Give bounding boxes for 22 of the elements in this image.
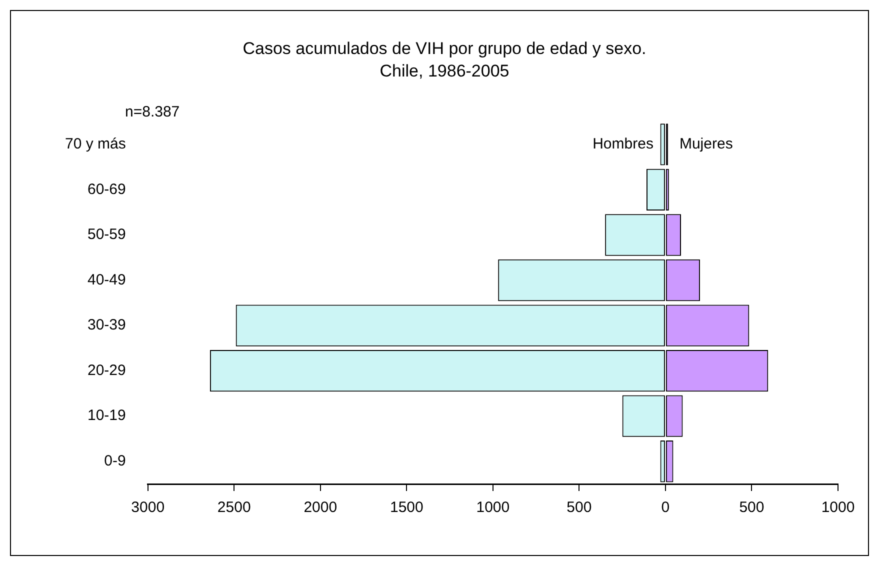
x-tick-label: 1000 <box>476 499 510 516</box>
x-tick-label: 1000 <box>821 499 855 516</box>
y-tick-label: 40-49 <box>87 271 126 288</box>
x-tick-label: 2500 <box>217 499 251 516</box>
text: n=8.387 <box>125 104 180 121</box>
chart-subtitle: Chile, 1986-2005 <box>380 61 510 80</box>
y-tick-label: 60-69 <box>87 180 126 198</box>
y-tick-label: 70 y más <box>65 136 126 153</box>
x-tick-label: 3000 <box>131 499 165 516</box>
y-tick-label: 10-19 <box>87 407 126 424</box>
y-tick-label: 20-29 <box>87 362 126 379</box>
y-tick-label: 30-39 <box>87 316 126 334</box>
series-label: Mujeres <box>679 136 733 153</box>
x-tick-label: 500 <box>566 499 592 516</box>
x-tick-label: 0 <box>661 499 670 516</box>
y-tick-label: 0-9 <box>104 452 126 470</box>
x-tick-label: 1500 <box>390 499 424 516</box>
chart-title: Casos acumulados de VIH por grupo de edad y sexo. <box>242 38 646 58</box>
y-tick-label: 50-59 <box>87 226 126 244</box>
series-label: Hombres <box>592 136 654 153</box>
x-tick-label: 500 <box>739 499 764 516</box>
x-tick-label: 2000 <box>304 499 338 516</box>
